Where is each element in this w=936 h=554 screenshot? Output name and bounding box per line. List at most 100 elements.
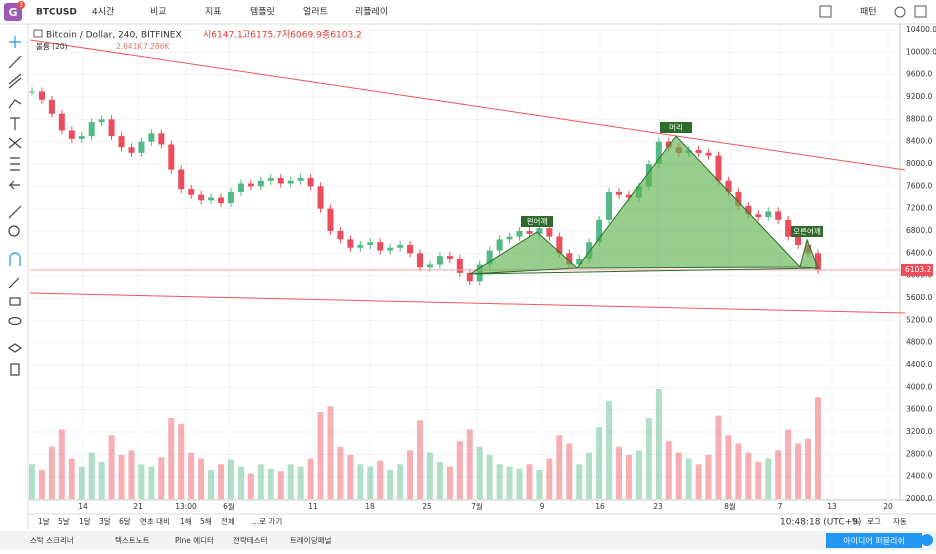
volume-bar [546,458,553,499]
toolbar-item[interactable]: 얼러트 [303,7,328,18]
range-button[interactable]: 1해 [180,516,192,526]
volume-bar [78,466,85,499]
layout-icon[interactable] [819,5,832,18]
candle [158,133,165,145]
back-tool[interactable] [8,180,20,190]
right-shoulder[interactable] [799,238,819,269]
candle [765,211,772,218]
footer-tab[interactable]: Pine 에디터 [175,536,214,545]
footer-tab[interactable]: 텍스트노트 [115,535,150,545]
toolbar-item[interactable]: 리플레이 [355,7,388,18]
candle [58,113,65,131]
trendline-tool[interactable] [8,55,22,69]
magnet-tool[interactable] [9,252,21,266]
candle [118,136,125,148]
candle [486,250,493,265]
head[interactable] [575,135,802,269]
range-button[interactable]: 1달 [79,517,91,526]
text-tool[interactable] [10,117,20,130]
toolbar-item[interactable]: 비교 [150,7,167,18]
toolbar-item[interactable]: 템플릿 [250,6,275,18]
lock-tool[interactable] [9,297,21,306]
candle [446,256,453,259]
volume-bar [665,441,672,499]
prediction-tool[interactable] [10,157,20,171]
pattern-label-box [660,122,692,133]
zoom-tool[interactable] [8,225,20,237]
axis-option[interactable]: 로그 [867,517,881,526]
interval[interactable]: 4시간 [92,7,114,18]
range-button[interactable]: 5해 [200,516,212,526]
volume-bar [38,470,45,499]
ruler-tool[interactable] [8,205,22,219]
candle [665,141,672,148]
left-shoulder[interactable] [469,231,579,275]
layers-tool[interactable] [7,343,23,353]
y-tick-label: 2800.0 [906,449,932,458]
axis-option[interactable]: 자동 [893,517,907,526]
volume-bar [387,470,394,499]
volume-bar [815,397,821,499]
y-tick-label: 9600.0 [906,70,932,79]
delete-tool[interactable] [10,363,20,376]
candle [277,177,284,184]
y-tick-label: 10000.0 [906,47,936,56]
range-button[interactable]: 5날 [58,516,70,526]
play-button[interactable] [921,534,933,546]
brush-tool[interactable] [8,99,22,109]
pattern-menu[interactable]: 패턴 [860,7,877,18]
volume-bar [297,466,304,499]
candle [297,177,304,181]
pattern-tool[interactable] [8,137,22,149]
volume-bar [685,458,692,499]
candle [168,144,175,170]
neckline[interactable] [469,267,819,275]
fullscreen-icon[interactable] [914,5,927,18]
range-button[interactable]: 전체 [221,516,235,526]
candle [307,177,314,187]
candle [257,180,264,187]
volume-bar [247,473,254,499]
candle [88,122,95,137]
symbol[interactable]: BTCUSD [36,8,77,18]
candle [247,183,254,187]
range-button[interactable]: 1날 [38,516,50,526]
fib-tool[interactable] [8,73,22,89]
volume-bar [287,464,294,499]
volume-bar [765,458,772,499]
ohlc-value: 종6103.2 [322,30,362,41]
candle [795,236,802,245]
publish-button[interactable] [826,533,922,548]
volume-bar [635,450,642,499]
hide-tool[interactable] [8,316,22,326]
crosshair-tool[interactable] [9,36,21,48]
candle [466,272,473,282]
candle [198,194,205,201]
resistance-line[interactable] [29,39,906,171]
logo[interactable] [4,3,22,21]
range-button[interactable]: 3달 [99,517,111,526]
legend-icon[interactable] [33,29,43,38]
volume-bar [496,464,503,499]
stay-drawing-tool[interactable] [8,277,20,289]
footer-tab[interactable]: 전략테스터 [233,535,268,545]
x-tick-label: 14 [78,502,88,511]
volume-bar [257,464,264,499]
candle [456,258,463,273]
toolbar-item[interactable]: 지표 [205,7,222,18]
pattern-label: 오른어깨 [793,226,821,236]
axis-option[interactable]: % [852,517,859,526]
candle [337,231,344,240]
x-tick-label: 7월 [471,501,483,511]
range-button[interactable]: ...로 가기 [252,517,282,526]
support-line[interactable] [29,292,906,314]
settings-icon[interactable] [894,6,906,18]
range-button[interactable]: 연초 대비 [140,517,170,526]
footer-tab[interactable]: 트레이딩패널 [290,535,331,545]
y-tick-label: 3200.0 [906,427,932,436]
range-button[interactable]: 6달 [119,517,131,526]
footer-tab[interactable]: 스탁 스크리너 [30,535,74,545]
candle [377,242,384,251]
y-tick-label: 3600.0 [906,405,932,414]
volume-bar [337,446,344,499]
